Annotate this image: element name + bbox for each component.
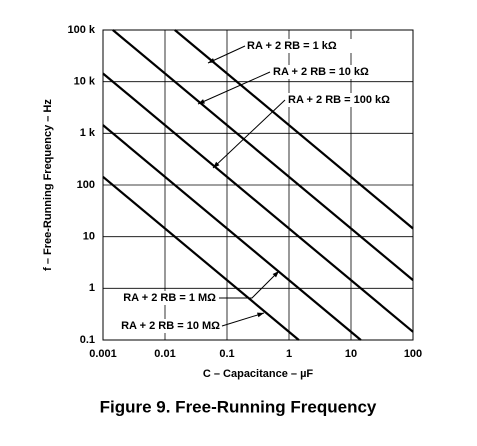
series-line [102,124,362,341]
arrow-head [198,99,205,104]
legend-label: RA + 2 RB = 10 MΩ [121,320,220,332]
label-bg [271,65,379,79]
x-tick-label: 0.001 [89,348,117,360]
y-tick-label: 10 [83,231,95,243]
y-tick-label: 100 [77,179,95,191]
legend-label: RA + 2 RB = 1 MΩ [123,292,216,304]
label-bg [112,291,220,305]
label-bg [286,93,394,107]
annotation-arrow [197,71,271,105]
plot-frame [102,29,414,341]
series-line [102,72,414,333]
y-tick-label: 100 k [67,24,95,36]
x-tick-label: 10 [345,348,357,360]
legend-label: RA + 2 RB = 10 kΩ [273,66,369,78]
annotation-arrow [219,270,280,299]
y-tick-label: 1 k [80,127,96,139]
annotation-arrow [212,99,286,169]
x-tick-label: 0.1 [219,348,234,360]
legend-label: RA + 2 RB = 1 kΩ [247,40,337,52]
label-bg [116,319,224,333]
annotation-arrow [207,45,246,64]
x-tick-label: 100 [404,348,422,360]
y-axis-label: f – Free-Running Frequency – Hz [42,99,54,271]
chart-title: Figure 9. Free-Running Frequency [100,397,377,416]
arrow-head [257,312,264,318]
arrow-head [272,271,279,278]
y-tick-label: 1 [89,282,95,294]
series-line [102,175,300,341]
annotation-arrow [221,312,265,327]
y-tick-label: 0.1 [80,334,95,346]
arrow-head [213,161,220,168]
series-line [112,29,414,281]
x-tick-label: 0.01 [154,348,175,360]
y-tick-label: 10 k [74,76,96,88]
legend-label: RA + 2 RB = 100 kΩ [288,94,390,106]
label-bg [245,39,353,53]
x-tick-label: 1 [286,348,292,360]
series-line [174,29,414,230]
x-axis-label: C – Capacitance – µF [203,368,314,380]
arrow-head [208,58,215,63]
